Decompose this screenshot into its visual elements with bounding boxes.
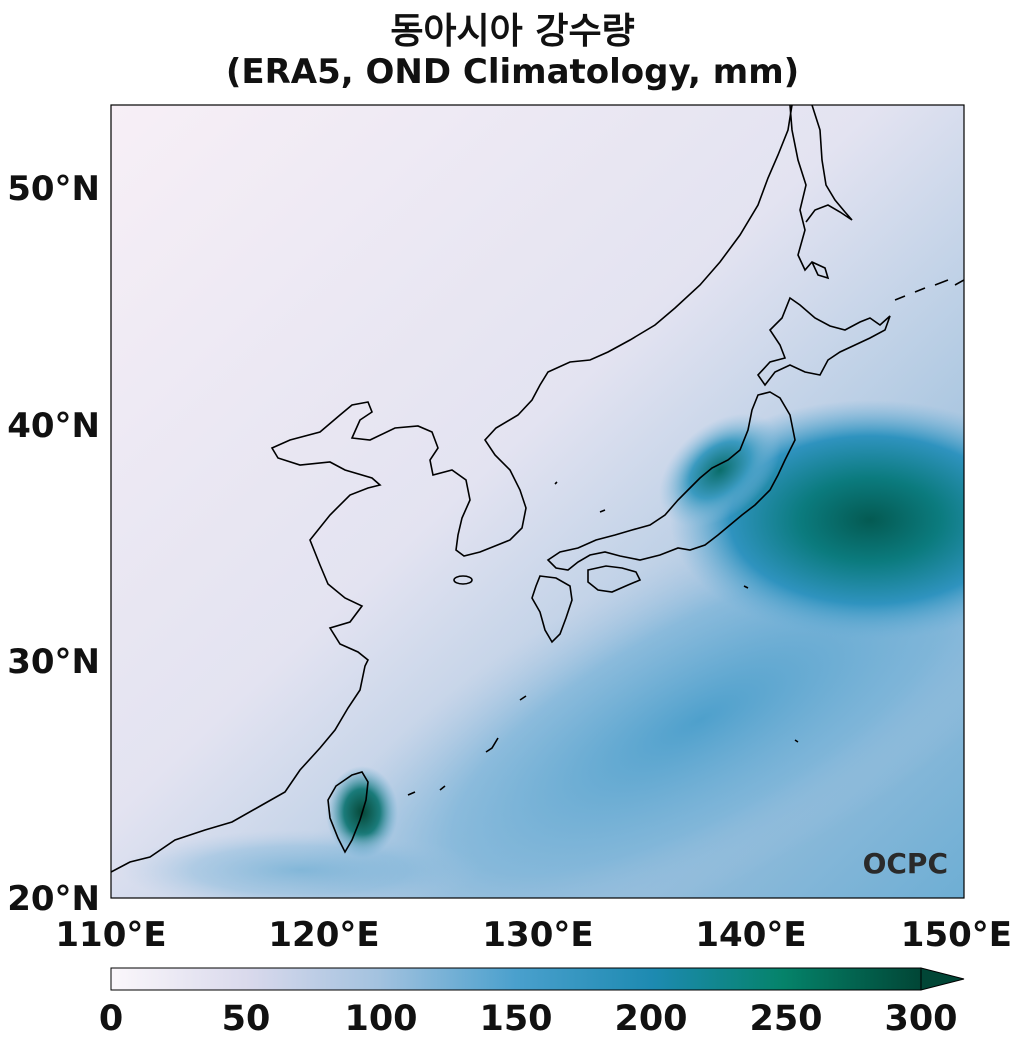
coastlines: [111, 105, 964, 873]
lat-tick-label: 40°N: [7, 406, 100, 446]
colorbar-tick-label: 0: [99, 999, 123, 1039]
ocpc-logo: OCPC: [863, 847, 948, 880]
kuril-islands: [894, 279, 964, 301]
lon-tick-label: 110°E: [55, 915, 166, 955]
lon-ticks: 110°E 120°E 130°E 140°E 150°E: [55, 915, 1012, 955]
jeju-island: [453, 575, 473, 585]
lat-tick-label: 50°N: [7, 169, 100, 209]
chart-subtitle: (ERA5, OND Climatology, mm): [225, 52, 800, 92]
honshu-coastline: [546, 391, 796, 571]
lat-tick-label: 30°N: [7, 642, 100, 682]
taiwan-coastline: [327, 771, 369, 854]
colorbar-tick-label: 150: [479, 999, 552, 1039]
colorbar: 0 50 100 150 200 250 300: [99, 967, 965, 1039]
kyushu-coastline: [531, 575, 573, 644]
chart-title: 동아시아 강수량: [390, 11, 635, 52]
hokkaido-coastline: [756, 296, 891, 387]
lat-tick-label: 20°N: [7, 879, 100, 919]
colorbar-tick-label: 200: [614, 999, 687, 1039]
sakhalin-coastline: [789, 105, 853, 280]
lon-tick-label: 130°E: [482, 915, 593, 955]
lat-ticks: 50°N 40°N 30°N 20°N: [7, 169, 100, 919]
colorbar-tick-label: 100: [344, 999, 417, 1039]
mainland-coastline: [111, 105, 793, 873]
ryukyu-islands: [407, 481, 799, 796]
map-frame: [110, 104, 965, 899]
shikoku-coastline: [587, 565, 642, 593]
colorbar-tick-label: 300: [884, 999, 957, 1039]
colorbar-tick-label: 50: [222, 999, 271, 1039]
lon-tick-label: 140°E: [695, 915, 806, 955]
colorbar-gradient: [110, 967, 922, 991]
lon-tick-label: 150°E: [901, 915, 1012, 955]
colorbar-extend-arrow: [920, 967, 965, 991]
lon-tick-label: 120°E: [268, 915, 379, 955]
colorbar-tick-label: 250: [749, 999, 822, 1039]
precipitation-field: [111, 105, 964, 898]
